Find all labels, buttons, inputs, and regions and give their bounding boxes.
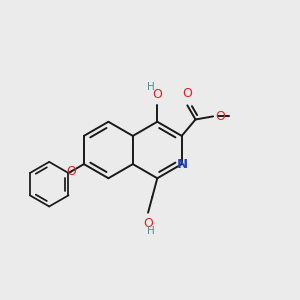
Text: H: H [148,82,155,92]
Text: O: O [182,87,192,100]
Text: N: N [177,158,188,171]
Text: O: O [215,110,225,123]
Text: H: H [147,226,154,236]
Text: O: O [152,88,162,101]
Text: O: O [143,217,153,230]
Text: O: O [66,165,76,178]
